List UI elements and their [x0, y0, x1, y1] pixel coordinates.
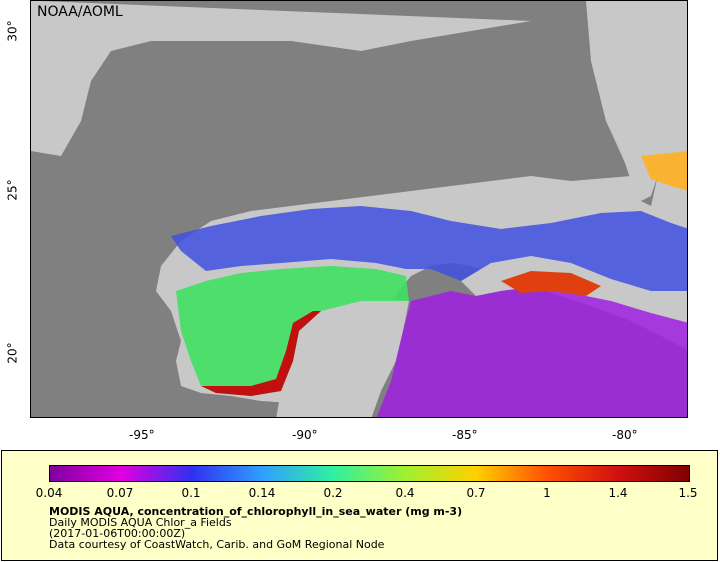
- colorbar-tick-6: 0.7: [466, 486, 486, 500]
- lat-tick-30: 30°: [5, 20, 20, 42]
- yucatan-land: [276, 299, 409, 417]
- legend-text: MODIS AQUA, concentration_of_chlorophyll…: [49, 506, 462, 550]
- lat-tick-20: 20°: [5, 342, 20, 364]
- colorbar-tick-2: 0.1: [181, 486, 201, 500]
- lon-tick-95: -95°: [129, 428, 155, 442]
- legend-line-1: Daily MODIS AQUA Chlor_a Fields: [49, 516, 232, 529]
- lon-tick-80: -80°: [612, 428, 638, 442]
- legend-panel: 0.04 0.07 0.1 0.14 0.2 0.4 0.7 1 1.4 1.5…: [1, 450, 718, 561]
- colorbar-tick-3: 0.14: [248, 486, 276, 500]
- lon-tick-90: -90°: [292, 428, 318, 442]
- north-gulf-coast: [31, 1, 631, 417]
- colorbar-tick-4: 0.2: [323, 486, 343, 500]
- florida-land: [586, 1, 687, 201]
- colorbar: [49, 465, 690, 482]
- legend-title: MODIS AQUA, concentration_of_chlorophyll…: [49, 505, 463, 518]
- legend-line-2: (2017-01-06T00:00:00Z): [49, 527, 186, 540]
- chlorophyll-coastal-high: [201, 311, 321, 396]
- chlorophyll-cuba-north: [501, 271, 601, 296]
- lon-tick-85: -85°: [452, 428, 478, 442]
- lat-tick-25: 25°: [5, 179, 20, 201]
- map-frame: NOAA/AOML: [30, 0, 688, 418]
- organization-label: NOAA/AOML: [37, 4, 123, 20]
- gulf-of-mexico-map: [31, 1, 687, 417]
- legend-line-3: Data courtesy of CoastWatch, Carib. and …: [49, 538, 385, 551]
- colorbar-tick-8: 1.4: [608, 486, 628, 500]
- colorbar-tick-0: 0.04: [35, 486, 63, 500]
- colorbar-tick-9: 1.5: [678, 486, 698, 500]
- colorbar-tick-1: 0.07: [106, 486, 134, 500]
- chlorophyll-florida-shelf: [641, 151, 687, 191]
- chlorophyll-offshore-low: [171, 206, 687, 291]
- chlorophyll-caribbean: [376, 287, 687, 417]
- colorbar-tick-5: 0.4: [395, 486, 415, 500]
- colorbar-tick-7: 1: [543, 486, 551, 500]
